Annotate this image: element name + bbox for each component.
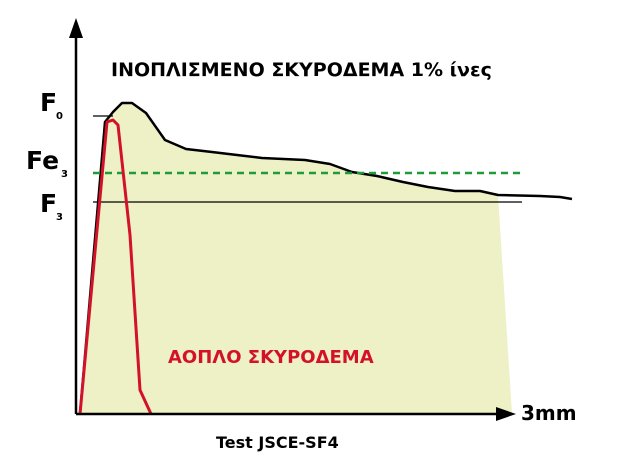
y-label-fe3-sub: 3 bbox=[61, 169, 68, 180]
plain-concrete-curve bbox=[78, 118, 153, 415]
fiber-area-fill bbox=[80, 103, 512, 414]
x-axis-end-label: 3mm bbox=[521, 401, 577, 425]
y-label-f3-sub: 3 bbox=[56, 212, 63, 223]
y-label-f3: F bbox=[40, 189, 57, 218]
diagram-title: ΙΝΟΠΛΙΣΜΕΝΟ ΣΚΥΡΟΔΕΜΑ 1% ίνες bbox=[111, 59, 492, 81]
y-label-f0-sub: 0 bbox=[56, 111, 63, 122]
y-label-fe3: Fe bbox=[26, 146, 59, 175]
x-axis-arrow bbox=[496, 407, 516, 421]
fiber-concrete-curve bbox=[78, 101, 573, 415]
test-caption: Test JSCE-SF4 bbox=[216, 433, 339, 452]
y-axis-arrow bbox=[69, 18, 83, 38]
plain-concrete-label: ΑΟΠΛΟ ΣΚΥΡΟΔΕΜΑ bbox=[168, 347, 374, 368]
y-label-f0: F bbox=[40, 88, 57, 117]
